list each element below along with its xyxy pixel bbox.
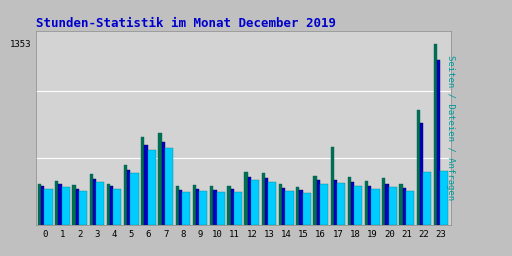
Bar: [420, 123, 423, 225]
Bar: [389, 187, 397, 225]
Bar: [79, 191, 87, 225]
Bar: [337, 183, 345, 225]
Bar: [214, 190, 217, 225]
Bar: [248, 177, 251, 225]
Bar: [265, 178, 268, 225]
Bar: [262, 173, 265, 225]
Bar: [147, 150, 156, 225]
Bar: [365, 181, 368, 225]
Bar: [331, 147, 334, 225]
Bar: [434, 44, 437, 225]
Bar: [399, 184, 402, 225]
Bar: [107, 184, 110, 225]
Bar: [176, 186, 179, 225]
Bar: [55, 181, 58, 225]
Bar: [334, 180, 337, 225]
Bar: [386, 184, 389, 225]
Bar: [72, 185, 76, 225]
Bar: [96, 182, 104, 225]
Bar: [58, 184, 61, 225]
Bar: [245, 172, 248, 225]
Bar: [199, 191, 207, 225]
Bar: [113, 189, 121, 225]
Bar: [141, 137, 144, 225]
Text: Stunden-Statistik im Monat December 2019: Stunden-Statistik im Monat December 2019: [36, 17, 336, 29]
Bar: [320, 184, 328, 225]
Bar: [38, 184, 41, 225]
Bar: [230, 189, 233, 225]
Bar: [371, 189, 379, 225]
Bar: [165, 148, 173, 225]
Bar: [348, 177, 351, 225]
Bar: [303, 193, 311, 225]
Bar: [41, 186, 45, 225]
Bar: [110, 186, 113, 225]
Bar: [131, 173, 139, 225]
Bar: [282, 188, 285, 225]
Bar: [182, 192, 190, 225]
Bar: [210, 186, 214, 225]
Bar: [179, 190, 182, 225]
Bar: [354, 186, 362, 225]
Bar: [406, 191, 414, 225]
Bar: [296, 187, 300, 225]
Bar: [382, 178, 386, 225]
Bar: [417, 110, 420, 225]
Bar: [368, 186, 371, 225]
Bar: [162, 142, 165, 225]
Bar: [316, 180, 320, 225]
Bar: [351, 182, 354, 225]
Bar: [402, 188, 406, 225]
Bar: [313, 176, 316, 225]
Bar: [76, 189, 79, 225]
Bar: [45, 189, 53, 225]
Y-axis label: Seiten / Dateien / Anfragen: Seiten / Dateien / Anfragen: [446, 56, 455, 200]
Bar: [251, 180, 259, 225]
Bar: [193, 185, 196, 225]
Bar: [285, 191, 293, 225]
Bar: [127, 169, 131, 225]
Bar: [279, 184, 282, 225]
Bar: [217, 193, 225, 225]
Bar: [61, 187, 70, 225]
Bar: [300, 190, 303, 225]
Bar: [124, 165, 127, 225]
Bar: [227, 186, 230, 225]
Bar: [437, 60, 440, 225]
Bar: [90, 174, 93, 225]
Bar: [423, 172, 431, 225]
Bar: [93, 179, 96, 225]
Bar: [196, 189, 199, 225]
Bar: [158, 133, 162, 225]
Bar: [233, 192, 242, 225]
Bar: [440, 171, 449, 225]
Bar: [144, 145, 147, 225]
Bar: [268, 182, 276, 225]
